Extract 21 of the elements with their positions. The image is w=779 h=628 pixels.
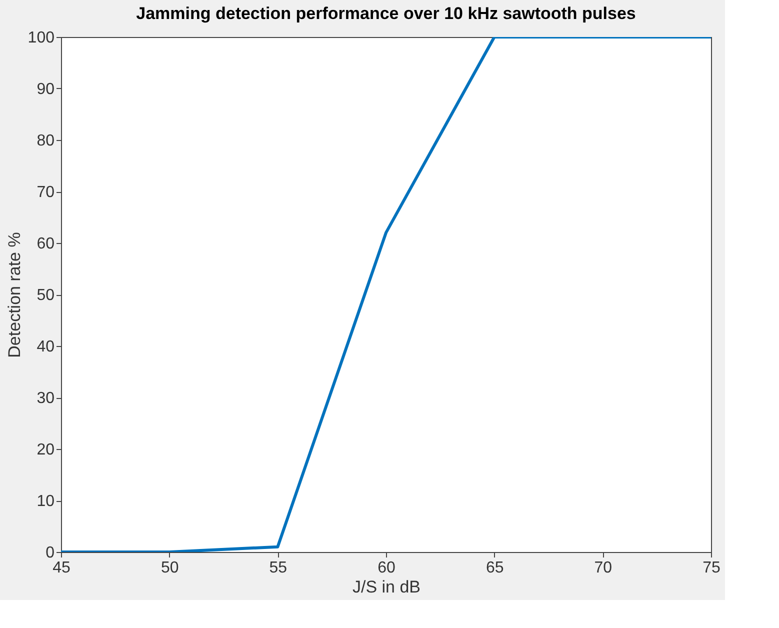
y-tick-label: 70: [36, 184, 55, 201]
x-tick-label: 75: [702, 560, 720, 576]
x-tick-label: 60: [378, 560, 396, 576]
y-tick-label: 0: [46, 544, 55, 562]
x-tick-label: 65: [486, 560, 504, 576]
y-tick-label: 90: [36, 81, 55, 98]
x-tick-label: 50: [160, 560, 179, 576]
y-tick-label: 10: [36, 493, 55, 510]
y-axis-title: Detection rate %: [4, 232, 24, 358]
x-tick-label: 70: [594, 560, 612, 576]
y-tick-label: 60: [36, 236, 55, 252]
chart-title: Jamming detection performance over 10 kHz sawtooth pulses: [136, 4, 636, 23]
y-tick-label: 100: [28, 30, 55, 46]
y-tick-label: 80: [36, 132, 55, 150]
x-tick-label: 45: [52, 560, 70, 576]
y-tick-label: 30: [36, 390, 55, 407]
x-tick-label: 55: [269, 560, 288, 576]
x-axis-title: J/S in dB: [352, 578, 421, 596]
y-tick-label: 40: [36, 338, 55, 356]
y-tick-label: 20: [36, 442, 55, 458]
y-tick-label: 50: [36, 287, 55, 304]
